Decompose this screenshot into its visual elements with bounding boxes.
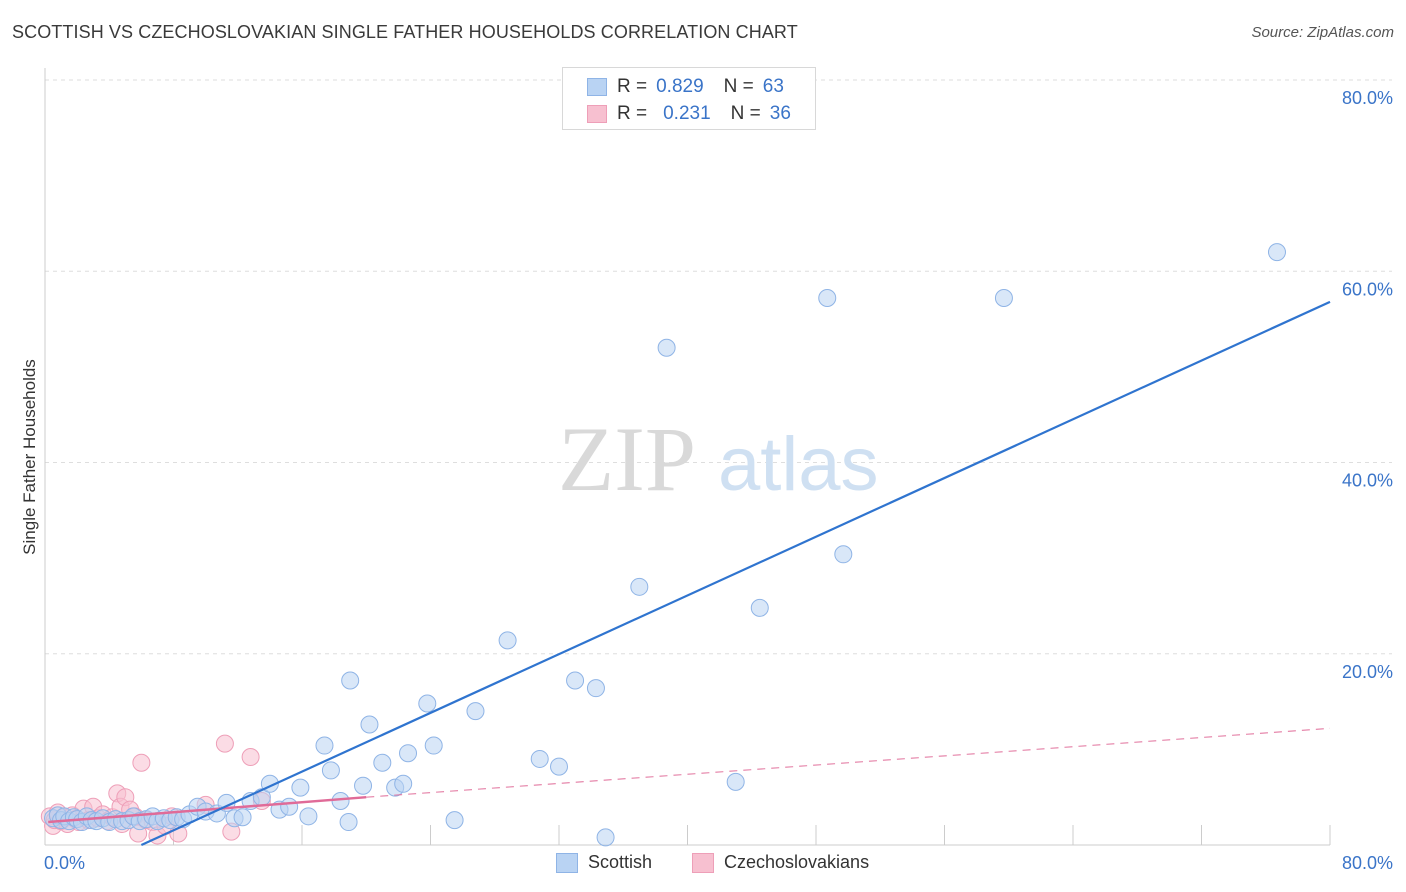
legend-n-value: 63 (762, 76, 784, 97)
legend-swatch-scottish (587, 78, 607, 96)
legend-n-value: 36 (769, 103, 791, 124)
scottish-points (44, 243, 1286, 847)
watermark-zip: ZIP (558, 408, 696, 510)
legend-r-value: 0.829 (656, 76, 704, 97)
scottish-point (280, 797, 299, 816)
scottish-point (994, 289, 1013, 308)
scottish-point (291, 778, 310, 797)
scottish-point (566, 671, 585, 690)
source-label: Source: ZipAtlas.com (1251, 24, 1394, 41)
scottish-point (498, 631, 517, 650)
scottish-point (750, 598, 769, 617)
y-tick-label: 60.0% (1342, 279, 1393, 299)
czech-point (215, 734, 234, 753)
scottish-point (657, 338, 676, 357)
legend-r-value: 0.231 (663, 103, 711, 124)
x-tick-label: 0.0% (44, 853, 85, 873)
scottish-point (339, 813, 358, 832)
axes (44, 68, 1331, 846)
scottish-point (331, 792, 350, 811)
y-tick-label: 80.0% (1342, 88, 1393, 108)
scottish-point (630, 577, 649, 596)
legend-swatch-czech (587, 105, 607, 123)
scottish-point (726, 772, 745, 791)
scottish-trend-line (140, 300, 1331, 847)
czech-point (132, 753, 151, 772)
trend-lines (48, 300, 1331, 847)
tick-labels: 20.0% 40.0% 60.0% 80.0% 0.0% 80.0% (44, 88, 1393, 873)
bottom-swatch-scottish (556, 852, 578, 873)
bottom-legend-scottish: Scottish (556, 852, 652, 873)
scottish-point (315, 736, 334, 755)
scottish-point (299, 807, 318, 826)
scottish-point (586, 679, 605, 698)
czech-trend-extension (366, 727, 1331, 798)
bottom-legend-czech: Czechoslovakians (692, 852, 869, 873)
scottish-point (418, 694, 437, 713)
y-tick-label: 20.0% (1342, 662, 1393, 682)
scottish-point (550, 757, 568, 776)
scottish-point (530, 749, 549, 768)
bottom-swatch-czech (692, 852, 714, 873)
chart-title: SCOTTISH VS CZECHOSLOVAKIAN SINGLE FATHE… (12, 22, 798, 42)
scottish-point (834, 545, 853, 564)
scottish-point (466, 702, 485, 721)
scottish-point (354, 776, 373, 795)
legend-r-label: R = (617, 103, 648, 124)
scottish-point (373, 753, 392, 772)
bottom-legend-label: Czechoslovakians (724, 852, 870, 872)
legend-row-scottish: R = 0.829 N = 63 (587, 75, 784, 99)
legend-row-czech: R = 0.231 N = 36 (587, 102, 791, 126)
legend-r-label: R = (617, 76, 648, 97)
scottish-point (321, 761, 340, 780)
scottish-point (1267, 243, 1286, 262)
legend-n-label: N = (723, 76, 754, 97)
czech-trend-line (48, 795, 367, 824)
legend-n-label: N = (730, 103, 761, 124)
scottish-point (233, 808, 252, 827)
y-tick-label: 40.0% (1342, 471, 1393, 491)
y-axis-label: Single Father Households (20, 359, 39, 555)
watermark-atlas: atlas (718, 422, 879, 507)
scottish-point (360, 715, 379, 734)
legend: R = 0.829 N = 63 R = 0.231 N = 36 (562, 67, 816, 130)
scottish-point (445, 811, 464, 830)
scottish-point (399, 744, 418, 763)
scottish-point (818, 289, 837, 308)
scottish-point (596, 828, 615, 847)
czech-point (241, 748, 260, 767)
grid (45, 79, 1392, 655)
scottish-point (394, 774, 413, 793)
bottom-legend-label: Scottish (588, 852, 653, 872)
x-tick-label: 80.0% (1342, 853, 1393, 873)
scottish-point (424, 736, 443, 755)
scottish-point (341, 671, 360, 690)
